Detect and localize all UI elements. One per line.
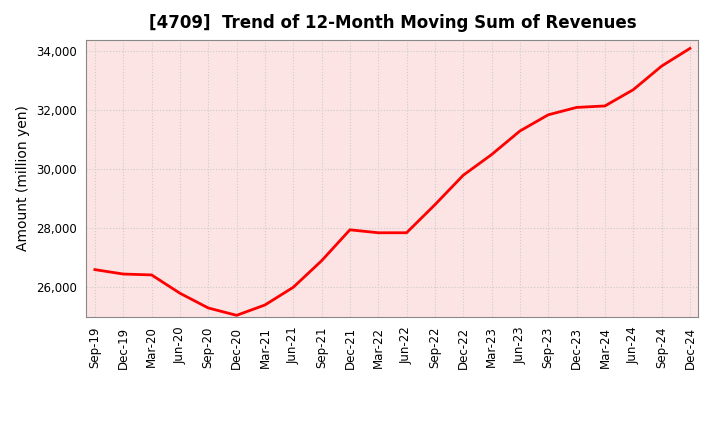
Y-axis label: Amount (million yen): Amount (million yen) [17,105,30,251]
Title: [4709]  Trend of 12-Month Moving Sum of Revenues: [4709] Trend of 12-Month Moving Sum of R… [148,15,636,33]
